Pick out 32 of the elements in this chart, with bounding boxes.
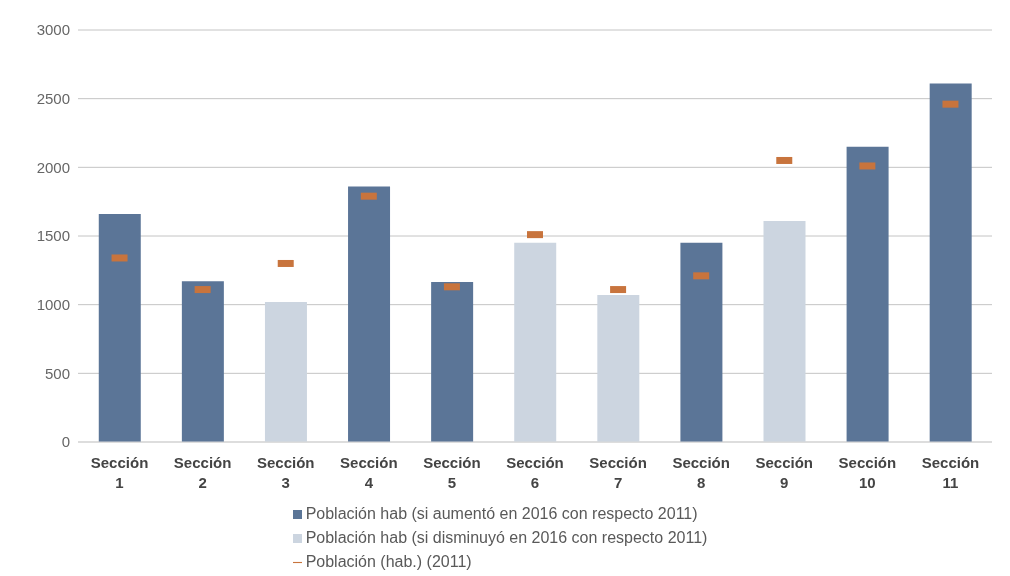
x-tick-label: Sección 3: [256, 454, 315, 491]
x-tick-label: Sección 8: [672, 454, 730, 491]
bar: [98, 214, 141, 442]
x-tick-label: Sección 2: [173, 454, 232, 491]
legend-label: Población hab (si disminuyó en 2016 con respecto 2011): [305, 529, 708, 546]
bar: [514, 242, 557, 442]
y-tick-label: 1500: [36, 227, 70, 245]
x-tick-label: Sección 4: [340, 454, 398, 491]
bar: [431, 282, 474, 442]
legend-label: Población hab (si aumentó en 2016 con respecto 2011): [305, 505, 698, 522]
x-tick-label: Sección 7: [589, 454, 647, 491]
y-tick-label: 2500: [36, 89, 70, 107]
bar: [597, 295, 640, 442]
y-tick-label: 500: [44, 364, 70, 382]
y-tick-label: 1000: [36, 295, 70, 313]
bar: [846, 146, 889, 442]
legend-label: Población (hab.) (2011): [305, 553, 472, 570]
y-tick-label: 3000: [36, 21, 70, 39]
y-tick-label: 2000: [36, 158, 70, 176]
x-tick-label: Sección 6: [506, 454, 564, 491]
x-tick-label: Sección 9: [755, 454, 814, 491]
y-tick-label: 0: [61, 433, 70, 451]
bar: [680, 242, 723, 442]
bar: [348, 186, 391, 442]
x-tick-label: Sección 5: [423, 454, 481, 491]
x-tick-label: Sección 11: [921, 454, 980, 491]
bar: [264, 301, 307, 442]
x-tick-label: Sección 10: [838, 454, 897, 491]
x-tick-label: Sección 1: [90, 454, 149, 491]
bar: [181, 281, 224, 442]
bar: [929, 83, 972, 442]
bar: [763, 220, 806, 442]
